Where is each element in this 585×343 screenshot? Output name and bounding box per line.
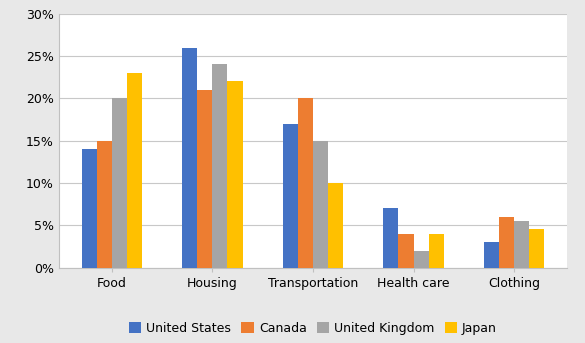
Bar bbox=[313, 141, 328, 268]
Bar bbox=[514, 221, 529, 268]
Bar bbox=[97, 141, 112, 268]
Bar bbox=[283, 124, 298, 268]
Bar bbox=[429, 234, 444, 268]
Bar bbox=[127, 73, 142, 268]
Bar bbox=[414, 251, 429, 268]
Bar bbox=[298, 98, 313, 268]
Bar bbox=[182, 48, 197, 268]
Bar bbox=[197, 90, 212, 268]
Bar bbox=[398, 234, 414, 268]
Bar bbox=[228, 81, 243, 268]
Bar bbox=[499, 217, 514, 268]
Legend: United States, Canada, United Kingdom, Japan: United States, Canada, United Kingdom, J… bbox=[124, 317, 502, 340]
Bar bbox=[328, 183, 343, 268]
Bar bbox=[82, 149, 97, 268]
Bar bbox=[484, 242, 499, 268]
Bar bbox=[212, 64, 228, 268]
Bar bbox=[383, 208, 398, 268]
Bar bbox=[112, 98, 127, 268]
Bar bbox=[529, 229, 544, 268]
